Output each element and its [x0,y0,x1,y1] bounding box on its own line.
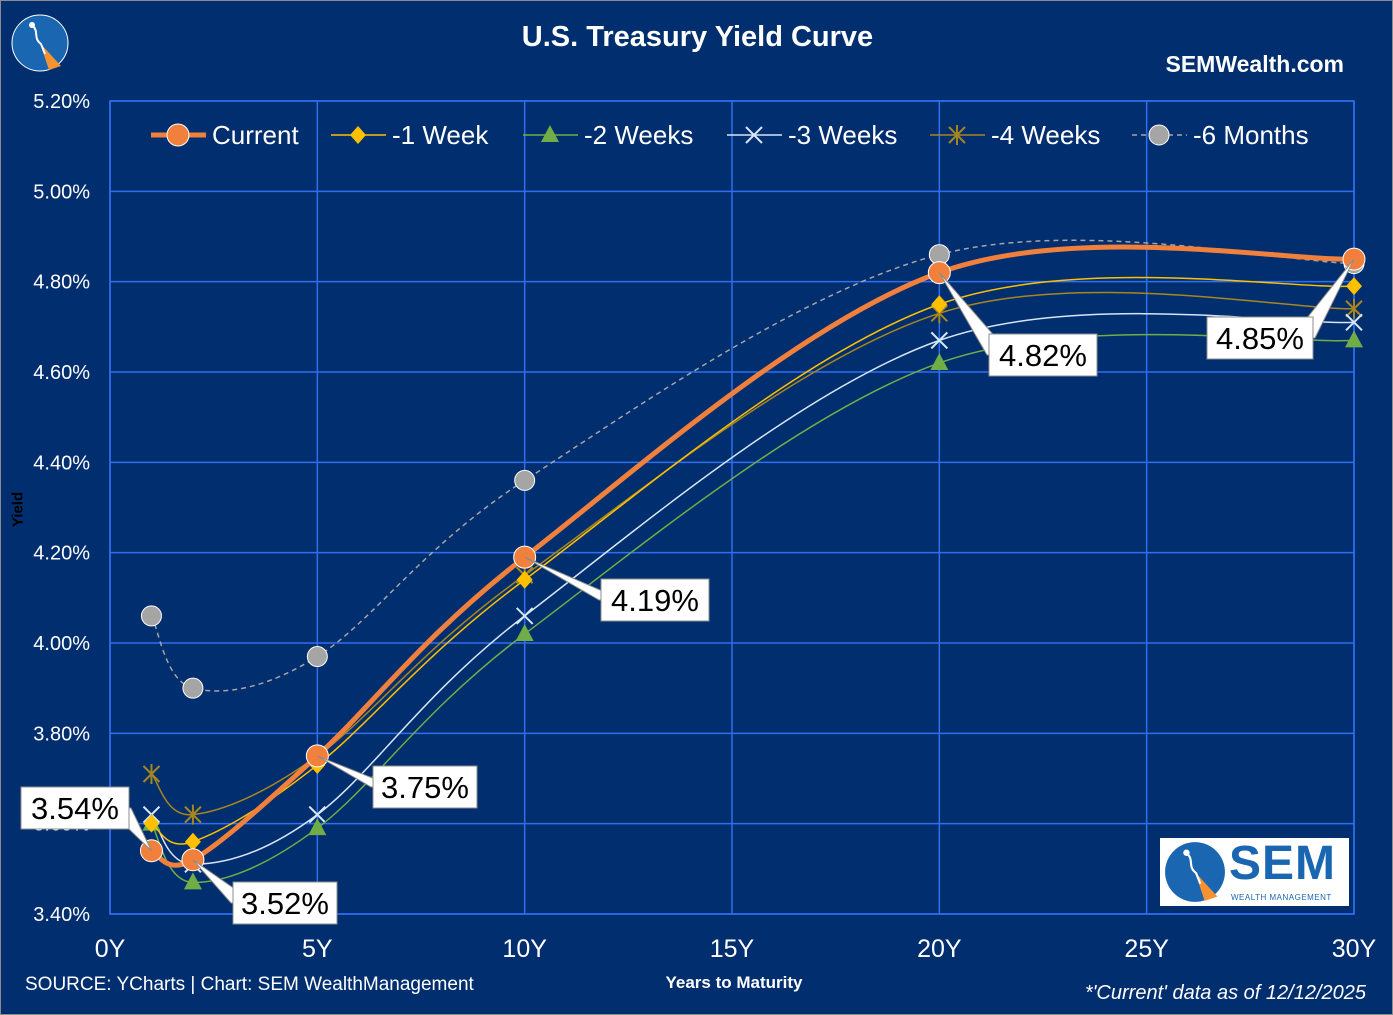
y-axis-label: Yield [9,491,27,528]
semwealth-logo-icon [11,14,69,77]
legend-label: Current [212,120,299,150]
data-point [142,763,161,784]
callout-box [988,333,1098,377]
site-label: SEMWealth.com [1165,51,1345,77]
y-tick-label: 4.40% [33,452,90,474]
legend-item: -6 Months [1132,120,1309,150]
as-of-note: *'Current' data as of 12/12/2025 [1084,982,1366,1004]
y-tick-label: 3.80% [33,723,90,745]
y-tick-label: 4.00% [33,633,90,655]
callout: 3.54% [20,786,152,852]
data-point [140,605,162,627]
legend-marker [1148,124,1170,146]
y-tick-label: 4.20% [33,543,90,565]
data-point [930,352,949,370]
legend-label: -1 Week [392,120,489,150]
data-point [931,295,948,314]
legend-marker [166,123,190,147]
data-point [514,469,536,491]
callout-label: 3.75% [381,770,469,805]
data-point [1345,330,1363,348]
callout-label: 4.85% [1216,321,1304,356]
data-point [183,872,202,890]
data-point [143,814,160,833]
data-point [1346,277,1362,296]
series-line [150,239,1355,692]
data-point [515,607,534,625]
callout: 4.82% [938,272,1098,377]
callout: 4.85% [1206,258,1355,360]
data-point [515,623,534,641]
legend-label: -6 Months [1193,120,1309,150]
x-tick-label: 30Y [1332,935,1377,963]
sem-logo-subtext: WEALTH MANAGEMENT [1231,893,1332,902]
callout: 3.52% [192,859,338,925]
series-current [139,244,1366,872]
legend-item: Current [151,120,299,150]
series-line [150,312,1355,866]
callout-box [1206,316,1314,360]
legend-item: -1 Week [331,120,489,150]
sem-logo-icon [1165,842,1225,902]
series-line [150,291,1355,816]
series-3-weeks [142,312,1363,874]
series-6-months [140,239,1365,699]
callout: 4.19% [524,556,710,622]
data-point [516,570,533,589]
x-tick-label: 0Y [95,935,126,963]
sem-logo-text: SEM [1229,837,1337,890]
callout-label: 4.19% [611,583,699,618]
y-tick-label: 4.80% [33,272,90,294]
callout: 3.75% [317,755,478,809]
data-point [184,832,201,851]
y-tick-label: 3.40% [33,904,90,926]
series-2-weeks [142,330,1363,890]
x-tick-label: 5Y [302,935,333,963]
data-point [930,331,949,350]
legend-item: -4 Weeks [930,120,1100,150]
legend-label: -3 Weeks [788,120,897,150]
callout-box [20,786,130,830]
y-tick-label: 5.00% [33,181,90,203]
data-point [308,805,327,824]
sem-logo: SEM WEALTH MANAGEMENT [1160,837,1349,906]
legend-marker [745,126,763,144]
legend-label: -2 Weeks [584,120,693,150]
source-note: SOURCE: YCharts | Chart: SEM WealthManag… [25,974,474,995]
data-point [1345,313,1363,332]
y-tick-label: 5.20% [33,91,90,113]
legend-item: -3 Weeks [727,120,897,150]
data-point [308,818,327,836]
chart-title: U.S. Treasury Yield Curve [521,21,874,53]
x-tick-label: 20Y [917,935,962,963]
y-tick-label: 4.60% [33,362,90,384]
x-tick-label: 25Y [1124,935,1169,963]
x-tick-label: 10Y [502,935,547,963]
data-point [182,677,204,699]
legend-label: -4 Weeks [991,120,1100,150]
callout-label: 3.54% [31,791,119,826]
callout-box [600,578,710,622]
data-point [184,804,202,825]
data-point [306,646,328,668]
series-line [150,333,1355,884]
callout-box [232,881,338,925]
series-line [151,276,1355,845]
x-tick-label: 15Y [710,935,755,963]
series-line [150,244,1355,868]
legend-marker [948,125,966,145]
legend-marker [350,126,366,144]
callout-label: 4.82% [999,338,1087,373]
legend-item: -2 Weeks [523,120,693,150]
callout-box [372,765,478,809]
x-axis-label: Years to Maturity [665,973,803,992]
callout-label: 3.52% [241,886,329,921]
legend-marker [541,125,559,142]
series-1-week [143,276,1362,851]
data-point [1345,298,1363,319]
